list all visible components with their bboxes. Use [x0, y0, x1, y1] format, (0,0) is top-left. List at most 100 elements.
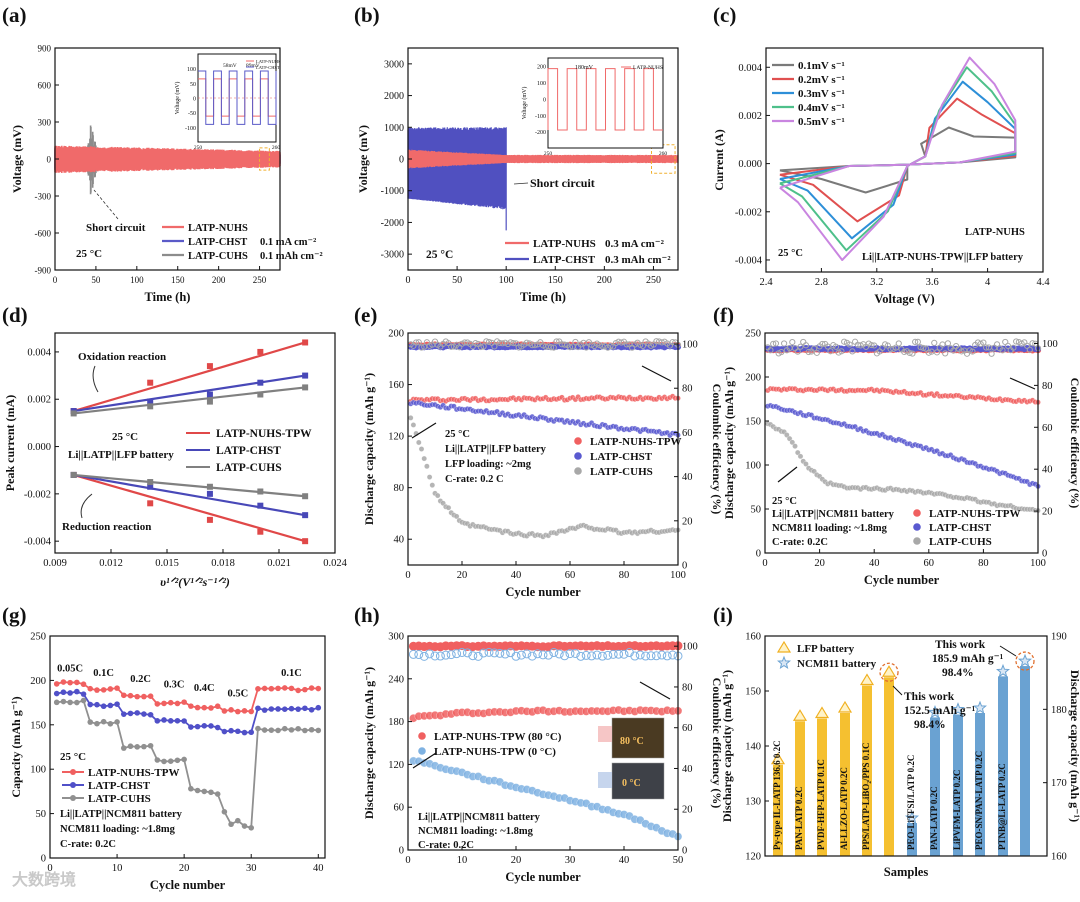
x-tick-label: 150	[548, 275, 563, 286]
annotation-crate: C-rate: 0.2C	[418, 840, 474, 851]
inset-y-tick-label: 0	[193, 97, 196, 103]
panel-label: (b)	[354, 3, 380, 27]
efficiency-point	[805, 348, 812, 356]
y-tick-label: 40	[394, 535, 405, 546]
panel-label: (e)	[354, 303, 377, 327]
data-point	[257, 348, 264, 355]
y-axis-label: Discharge capacity (mAh g⁻¹)	[720, 670, 734, 822]
lfp-bar	[817, 718, 827, 856]
y-tick-label: 60	[394, 803, 405, 814]
plot-frame	[49, 635, 326, 859]
rate-label: 0.1C	[93, 668, 114, 679]
rate-point	[53, 690, 60, 697]
callout-efficiency: 98.4%	[914, 719, 946, 731]
panel-label: (g)	[2, 603, 27, 627]
efficiency-point	[912, 338, 919, 345]
inset-legend-label: LATP-NUHS	[633, 65, 663, 71]
inset-y-tick-label: 100	[537, 81, 546, 87]
inset-series-latp-nuhs	[547, 68, 663, 131]
x-tick-label: 4	[985, 277, 991, 288]
y-tick-label: 2000	[384, 91, 404, 102]
rate-point	[120, 745, 127, 751]
data-point	[257, 488, 264, 495]
ncm-bar-label: PEO-LiTFSI/LATP 0.2C	[906, 755, 916, 850]
ncm-bar-label: PTNB@Li-LATP 0.2C	[997, 763, 1007, 850]
y2-axis-label: Coulombic efficiency (%)	[710, 678, 724, 809]
efficiency-point	[531, 342, 539, 349]
rate-point	[194, 723, 201, 730]
y-tick-label: 0.002	[738, 111, 762, 122]
annotation-reduction: Reduction reaction	[62, 521, 151, 533]
efficiency-point	[811, 345, 818, 352]
y2-tick-label: 60	[1042, 423, 1053, 434]
efficiency-point	[500, 649, 510, 659]
efficiency-point	[543, 650, 553, 660]
capacity-point	[803, 461, 809, 467]
x-tick-label: 20	[814, 558, 825, 569]
annotation-temperature: 25 °C	[112, 431, 138, 443]
efficiency-point	[614, 649, 624, 659]
annotation-battery: Li||LATP-NUHS-TPW||LFP battery	[862, 252, 1024, 263]
annotation-loading: NCM811 loading: ~1.8mg	[772, 523, 888, 534]
efficiency-point	[491, 343, 498, 350]
capacity-point	[410, 422, 417, 428]
rate-label: 0.05C	[57, 664, 83, 675]
y-axis-label: Voltage (mV)	[356, 125, 370, 193]
rate-point	[308, 726, 315, 733]
y2-tick-label: 170	[1051, 778, 1067, 789]
annotation-arrow	[93, 189, 119, 220]
inset-y-tick-label: -100	[185, 126, 196, 132]
rate-point	[147, 693, 154, 699]
annotation-loading: LFP loading: ~2mg	[445, 459, 532, 470]
y2-tick-label: 100	[682, 642, 698, 653]
efficiency-point	[922, 345, 930, 352]
annotation-arrow	[92, 365, 99, 393]
rate-point	[100, 703, 107, 710]
rate-point	[221, 809, 228, 815]
watermark: 大数跨境	[12, 870, 77, 889]
data-point	[70, 410, 77, 417]
annotation-battery: Li||LATP||NCM811 battery	[772, 509, 895, 520]
efficiency-point	[657, 650, 667, 660]
efficiency-point	[1026, 346, 1033, 353]
capacity-point	[795, 449, 801, 456]
fit-line	[73, 473, 306, 543]
efficiency-point	[570, 648, 580, 658]
efficiency-point	[931, 339, 938, 346]
efficiency-point	[415, 339, 422, 346]
capacity-point	[789, 439, 796, 446]
y2-tick-label: 160	[1051, 852, 1067, 863]
x-tick-label: 10	[112, 863, 123, 874]
efficiency-point	[789, 338, 796, 346]
legend-label-marker	[913, 523, 921, 531]
y-tick-label: 200	[745, 373, 761, 384]
efficiency-point	[925, 349, 932, 356]
arrow-to-right-axis	[639, 681, 671, 700]
x-axis-label: υ¹ᐟ²(V¹ᐟ²s⁻¹ᐟ²)	[160, 575, 230, 589]
efficiency-point	[813, 349, 820, 356]
y2-tick-label: 100	[1042, 339, 1058, 350]
legend-label: LATP-CHST	[590, 451, 653, 463]
efficiency-point	[778, 348, 785, 356]
efficiency-point	[669, 339, 676, 346]
fit-line	[73, 473, 306, 517]
inset-y-tick-label: 100	[187, 67, 196, 73]
efficiency-point	[630, 651, 640, 661]
capacity-point	[786, 435, 793, 442]
rate-point	[188, 785, 194, 792]
inset-y-tick-label: 0	[543, 97, 546, 103]
y-tick-label: 150	[745, 417, 761, 428]
data-point	[302, 384, 309, 391]
efficiency-point	[819, 340, 826, 348]
efficiency-point	[887, 345, 894, 353]
y2-tick-label: 100	[682, 340, 698, 351]
rate-point	[154, 718, 161, 724]
efficiency-point	[484, 647, 494, 657]
legend-marker	[70, 782, 76, 788]
inset-annotation: 58mV	[223, 63, 237, 69]
legend-marker	[70, 769, 76, 775]
panel-label: (a)	[2, 3, 27, 27]
y-tick-label: 0	[41, 854, 46, 865]
fit-line	[73, 473, 306, 498]
efficiency-point	[618, 339, 625, 346]
